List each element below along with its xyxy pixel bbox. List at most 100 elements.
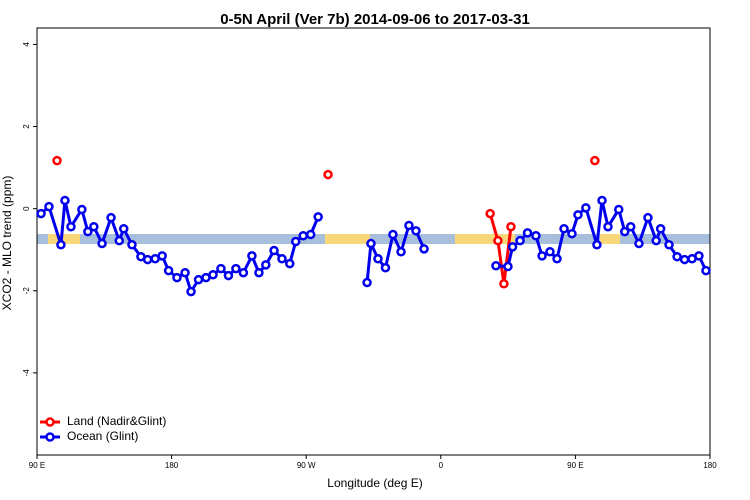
data-point — [261, 260, 271, 270]
data-point — [254, 267, 264, 278]
data-point — [651, 235, 661, 246]
data-point — [573, 210, 583, 220]
legend-marker — [45, 432, 55, 442]
data-point — [97, 238, 107, 249]
data-point — [545, 247, 555, 257]
x-tick-label: 90 W — [297, 461, 316, 470]
x-tick-label: 180 — [703, 461, 717, 470]
data-point — [231, 263, 241, 274]
data-point — [89, 221, 99, 232]
data-point — [277, 253, 287, 264]
data-point — [36, 208, 46, 219]
data-point — [507, 242, 518, 252]
data-point — [493, 235, 503, 246]
data-point — [60, 195, 70, 206]
data-point — [247, 251, 257, 261]
data-point — [313, 212, 323, 222]
data-point — [290, 236, 301, 247]
data-point — [186, 286, 196, 297]
data-point — [180, 267, 190, 278]
data-point — [552, 253, 562, 264]
data-point — [643, 212, 653, 223]
data-point — [83, 226, 93, 237]
data-point — [142, 254, 153, 265]
data-point — [515, 235, 525, 246]
data-point — [127, 240, 137, 250]
data-point — [118, 224, 129, 234]
data-point — [269, 245, 279, 256]
data-point — [531, 231, 541, 241]
data-point — [679, 254, 690, 265]
data-point — [56, 240, 66, 250]
data-point — [323, 169, 333, 180]
surface-band — [37, 234, 710, 244]
x-tick-label: 180 — [165, 461, 179, 470]
x-tick-label: 90 E — [567, 461, 583, 470]
data-point — [581, 203, 591, 213]
data-point — [163, 265, 174, 276]
data-point — [193, 274, 204, 285]
data-point — [603, 221, 613, 232]
data-point — [172, 272, 182, 283]
x-tick-label: 90 E — [29, 461, 45, 470]
data-point — [380, 263, 391, 273]
data-point — [559, 224, 569, 234]
data-point — [366, 238, 376, 249]
data-point — [499, 279, 509, 289]
data-point — [537, 251, 547, 261]
data-point — [284, 258, 295, 269]
data-point — [208, 270, 218, 280]
data-point — [362, 277, 372, 288]
data-point — [664, 240, 674, 250]
data-point — [567, 228, 577, 239]
data-point — [404, 220, 414, 231]
data-point — [506, 221, 516, 232]
chart-title: 0-5N April (Ver 7b) 2014-09-06 to 2017-0… — [220, 11, 530, 28]
data-point — [592, 240, 602, 250]
x-tick-label: 0 — [439, 461, 444, 470]
y-axis-label: XCO2 - MLO trend (ppm) — [0, 176, 14, 311]
y-tick-label: -2 — [22, 287, 31, 295]
data-point — [373, 253, 383, 264]
legend-label: Ocean (Glint) — [67, 429, 138, 443]
data-point — [157, 251, 167, 261]
data-point — [491, 260, 501, 271]
data-point — [597, 195, 607, 206]
data-point — [298, 231, 308, 241]
data-point — [77, 204, 87, 215]
data-point — [672, 251, 682, 262]
y-tick-label: 4 — [22, 42, 31, 47]
data-point — [503, 261, 513, 272]
data-point — [694, 251, 704, 261]
y-tick-label: 2 — [22, 124, 31, 129]
data-point — [44, 201, 54, 212]
data-point — [522, 228, 533, 238]
data-point — [106, 212, 116, 223]
data-point — [411, 226, 421, 236]
plot-frame — [36, 27, 711, 456]
data-point — [614, 204, 624, 215]
data-point — [620, 226, 630, 237]
data-point — [625, 221, 636, 232]
data-point — [590, 155, 600, 166]
legend-marker — [45, 417, 55, 427]
data-point — [419, 244, 429, 254]
data-point — [396, 247, 406, 257]
y-tick-label: 0 — [22, 206, 31, 211]
legend-label: Land (Nadir&Glint) — [67, 414, 166, 428]
data-point — [52, 155, 62, 166]
data-point — [655, 224, 666, 234]
data-point — [701, 265, 711, 276]
data-point — [485, 208, 495, 219]
data-point — [238, 267, 249, 278]
y-tick-label: -4 — [22, 369, 31, 377]
data-point — [305, 229, 316, 240]
data-point — [66, 221, 76, 232]
data-point — [388, 229, 398, 240]
data-point — [634, 238, 644, 249]
data-point — [216, 263, 226, 274]
data-point — [223, 270, 234, 281]
data-point — [114, 235, 125, 246]
x-axis-label: Longitude (deg E) — [327, 476, 422, 490]
